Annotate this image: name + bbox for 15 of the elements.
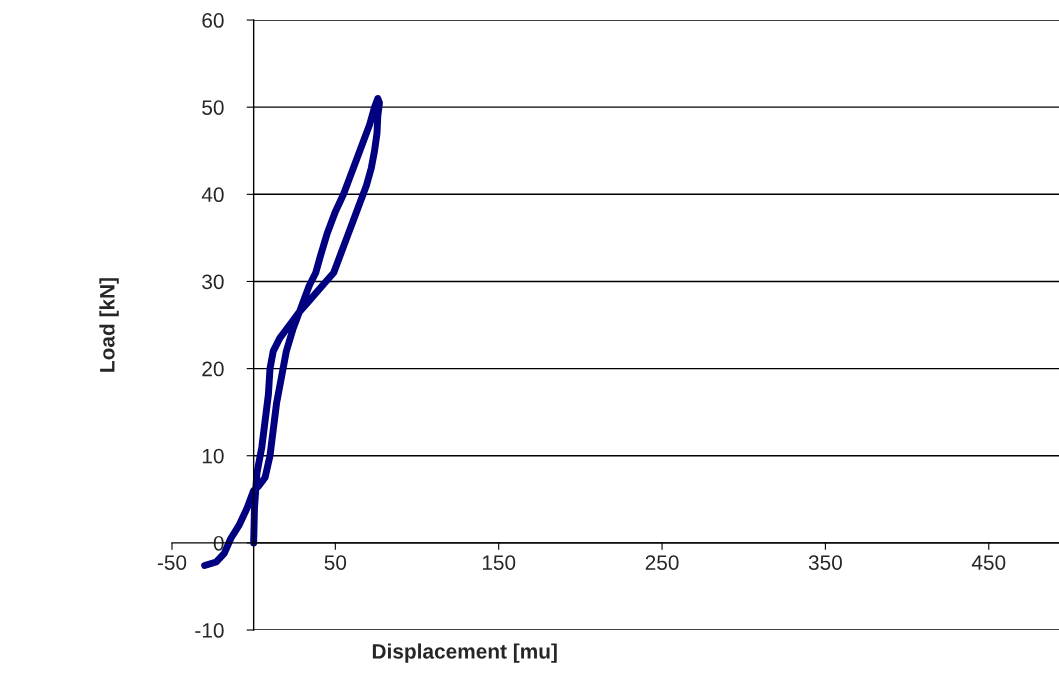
y-tick-label: 50 bbox=[202, 100, 224, 115]
x-tick-label: 250 bbox=[645, 555, 679, 570]
y-tick-label: -10 bbox=[195, 623, 224, 638]
x-axis-title: Displacement [mu] bbox=[372, 643, 557, 663]
y-tick-label: 60 bbox=[202, 13, 224, 28]
y-tick-label: 40 bbox=[201, 187, 224, 203]
y-tick-label: 20 bbox=[202, 361, 224, 377]
x-tick-label: 350 bbox=[808, 555, 842, 570]
x-tick-label: 50 bbox=[324, 555, 347, 570]
x-tick-label: 150 bbox=[482, 555, 516, 570]
x-tick-label: -50 bbox=[157, 555, 187, 570]
y-tick-label: 30 bbox=[202, 274, 224, 290]
x-tick-label: 450 bbox=[971, 555, 1006, 570]
y-axis-title: Load [kN] bbox=[99, 278, 119, 372]
y-tick-label: 10 bbox=[202, 448, 224, 464]
